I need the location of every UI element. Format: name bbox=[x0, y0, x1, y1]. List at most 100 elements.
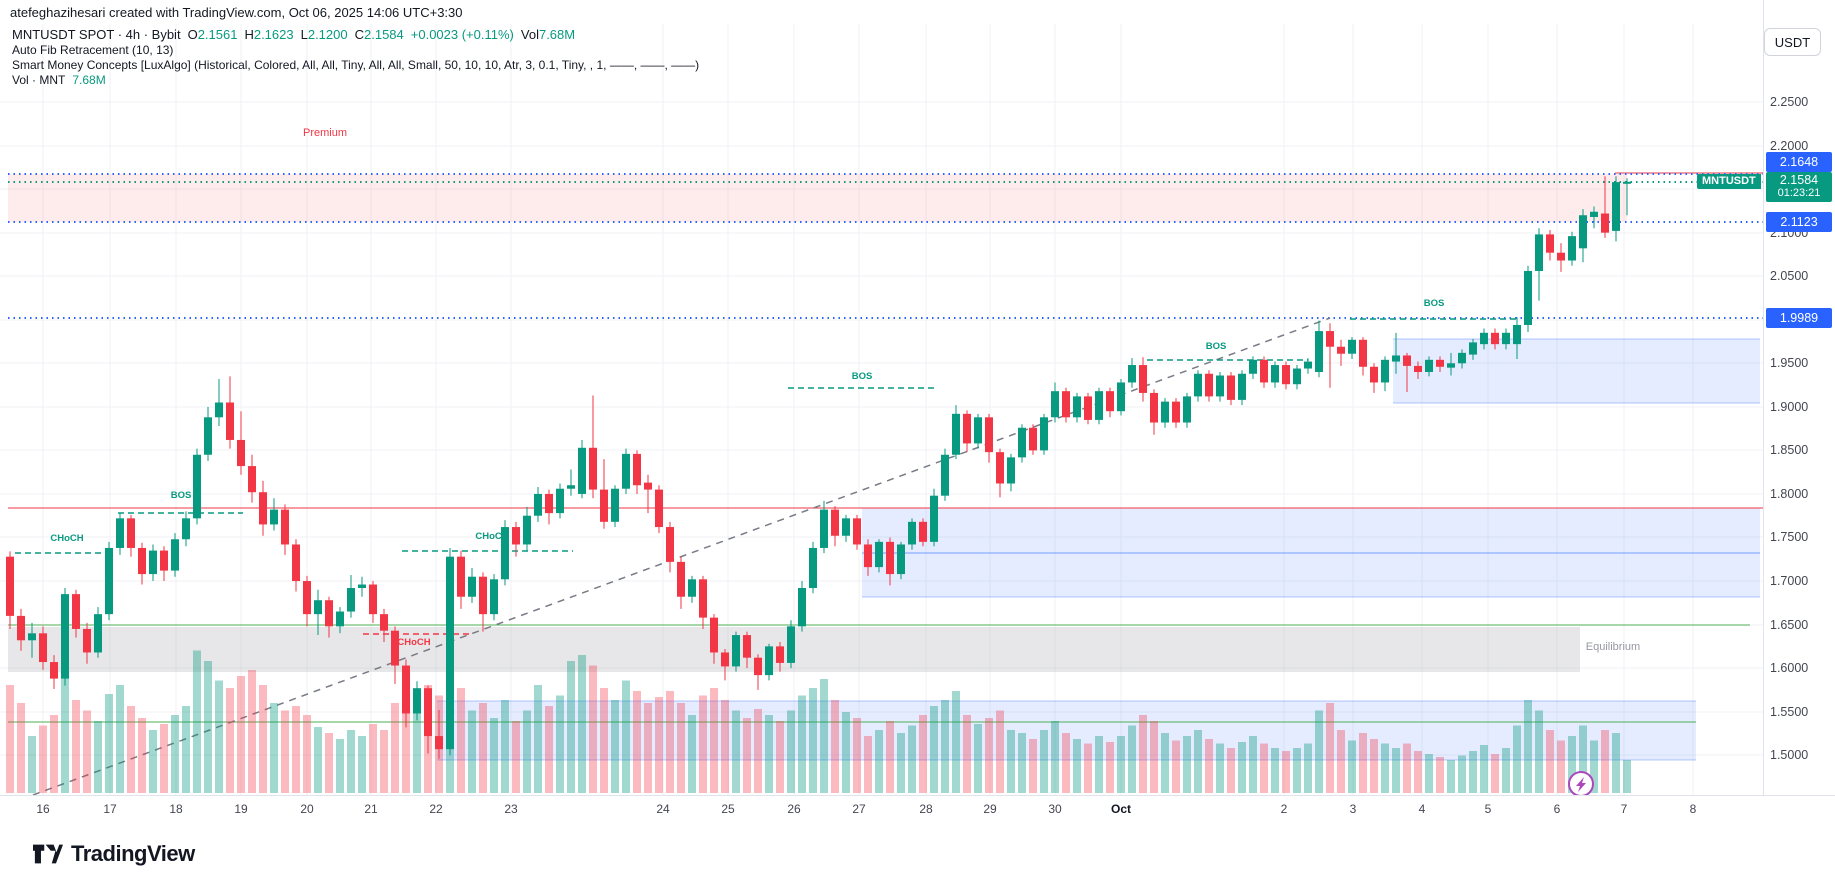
indicator-auto-fib[interactable]: Auto Fib Retracement (10, 13) bbox=[12, 43, 174, 57]
candle bbox=[754, 657, 762, 676]
time-tick-label: 6 bbox=[1553, 802, 1561, 816]
price-axis[interactable]: 2.2500 2.2000 2.1000 2.0500 1.9500 1.9000 1.85… bbox=[1763, 0, 1835, 795]
volume-bar bbox=[358, 736, 366, 793]
candle bbox=[1183, 396, 1191, 423]
candle bbox=[710, 617, 718, 653]
last-price-tag[interactable]: 2.1584 01:23:21 bbox=[1766, 172, 1832, 202]
time-tick-label: 4 bbox=[1418, 802, 1426, 816]
price-tick-label: 1.5500 bbox=[1770, 705, 1809, 719]
volume-bar bbox=[171, 715, 179, 793]
vol-label: Vol bbox=[520, 27, 539, 42]
volume-bar bbox=[17, 703, 25, 793]
candle bbox=[578, 447, 586, 494]
fib-price-tag[interactable]: 2.1648 bbox=[1766, 152, 1832, 172]
chart-canvas[interactable]: CHoCH BOS CHoCH CHoCH BOS BOS BOS Premium Equili… bbox=[0, 0, 1763, 797]
volume-bar bbox=[1392, 748, 1400, 793]
candle bbox=[1557, 252, 1565, 261]
volume-bar bbox=[182, 706, 190, 793]
candle bbox=[39, 633, 47, 663]
volume-bar bbox=[1095, 736, 1103, 793]
volume-bar bbox=[732, 710, 740, 793]
price-tick-label: 1.7500 bbox=[1770, 530, 1809, 544]
volume-bar bbox=[259, 685, 267, 793]
volume-bar bbox=[1381, 743, 1389, 793]
volume-bar bbox=[490, 718, 498, 793]
volume-bar bbox=[556, 695, 564, 793]
candle bbox=[347, 588, 355, 612]
volume-bar bbox=[1117, 736, 1125, 793]
volume-bar bbox=[1601, 730, 1609, 793]
candle bbox=[160, 550, 168, 571]
zone-label-equilibrium: Equilibrium bbox=[1586, 641, 1640, 653]
volume-bar bbox=[545, 706, 553, 793]
volume-bar bbox=[842, 712, 850, 793]
volume-bar bbox=[1590, 740, 1598, 793]
time-tick-label: 7 bbox=[1620, 802, 1628, 816]
currency-toggle-button[interactable]: USDT bbox=[1764, 28, 1821, 56]
time-axis[interactable]: 16 17 18 19 20 21 22 23 24 25 26 27 28 29 30 Oct 2 3 4 5 6 7 8 bbox=[0, 795, 1835, 826]
candle bbox=[633, 453, 641, 486]
candle bbox=[699, 579, 707, 618]
volume-bar bbox=[908, 725, 916, 793]
candle bbox=[171, 539, 179, 571]
candle-countdown: 01:23:21 bbox=[1777, 187, 1821, 199]
volume-indicator-value: 7.68M bbox=[72, 73, 106, 87]
volume-bar bbox=[798, 695, 806, 793]
volume-bar bbox=[468, 710, 476, 793]
volume-bar bbox=[248, 670, 256, 793]
volume-bar bbox=[600, 688, 608, 793]
time-tick-label: 30 bbox=[1048, 802, 1062, 816]
candle bbox=[1293, 368, 1301, 385]
fib-price-tag[interactable]: 2.1123 bbox=[1766, 212, 1832, 232]
candle bbox=[1370, 366, 1378, 383]
volume-bar bbox=[1084, 743, 1092, 793]
candle bbox=[1601, 213, 1609, 233]
volume-bar bbox=[402, 676, 410, 793]
volume-bar bbox=[1194, 730, 1202, 793]
volume-bar bbox=[1491, 754, 1499, 793]
volume-bar bbox=[886, 721, 894, 793]
candle bbox=[1161, 401, 1169, 423]
candle bbox=[1623, 181, 1631, 184]
candle bbox=[1568, 236, 1576, 261]
fib-price-tag[interactable]: 1.9989 bbox=[1766, 308, 1832, 328]
candle bbox=[622, 453, 630, 489]
volume-bar bbox=[380, 730, 388, 793]
indicator-volume[interactable]: Vol · MNT 7.68M bbox=[12, 73, 699, 88]
time-tick-label: 3 bbox=[1349, 802, 1357, 816]
volume-bar bbox=[787, 710, 795, 793]
volume-bar bbox=[853, 718, 861, 793]
volume-bar bbox=[149, 730, 157, 793]
tradingview-logo-icon bbox=[33, 844, 63, 864]
tradingview-logo[interactable]: TradingView bbox=[33, 841, 195, 867]
candle bbox=[688, 579, 696, 597]
volume-bar bbox=[721, 700, 729, 793]
volume-bar bbox=[985, 718, 993, 793]
candle bbox=[974, 417, 982, 444]
dashed-trendline[interactable] bbox=[32, 317, 1331, 796]
candle bbox=[424, 688, 432, 737]
volume-bar bbox=[1062, 733, 1070, 793]
legend-symbol-row[interactable]: MNTUSDT SPOT · 4h · Bybit O2.1561 H2.1623 L… bbox=[12, 27, 699, 43]
candle bbox=[358, 584, 366, 589]
demand-blue-mid-a bbox=[862, 508, 1760, 553]
symbol-title[interactable]: MNTUSDT SPOT · 4h · Bybit bbox=[12, 27, 181, 42]
volume-bar bbox=[743, 718, 751, 793]
candle bbox=[1612, 182, 1620, 231]
candle bbox=[666, 527, 674, 562]
volume-bar bbox=[1183, 736, 1191, 793]
candle bbox=[138, 547, 146, 575]
change-value: +0.0023 (+0.11%) bbox=[410, 27, 514, 42]
volume-bar bbox=[50, 715, 58, 793]
volume-bar bbox=[1249, 736, 1257, 793]
candle bbox=[1447, 363, 1455, 368]
candle bbox=[1172, 401, 1180, 423]
candle bbox=[1304, 361, 1312, 369]
lightning-icon[interactable] bbox=[1568, 771, 1594, 797]
candle bbox=[248, 466, 256, 493]
candle bbox=[1260, 359, 1268, 383]
candle bbox=[809, 547, 817, 589]
indicator-smart-money-concepts[interactable]: Smart Money Concepts [LuxAlgo] (Historic… bbox=[12, 58, 700, 72]
volume-bar bbox=[1480, 745, 1488, 793]
